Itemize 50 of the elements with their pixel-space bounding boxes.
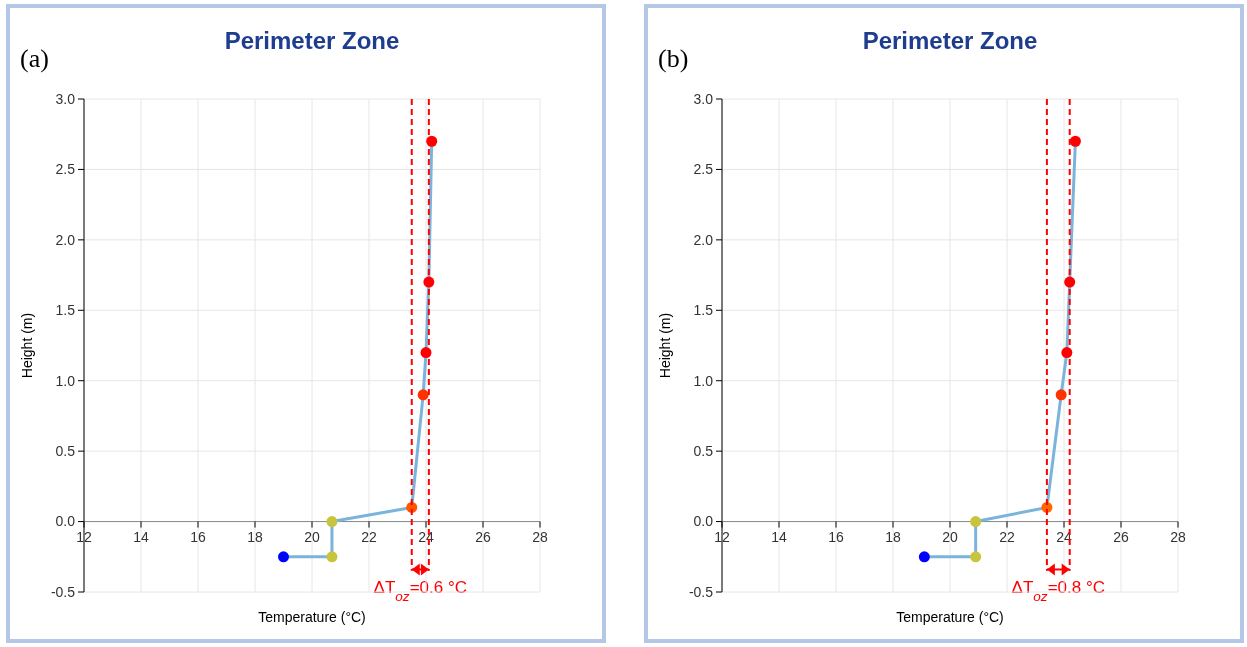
y-tick-label: 1.5 [693,302,714,319]
y-tick-label: 2.5 [55,161,76,178]
x-tick-label: 28 [532,528,548,545]
x-tick-label: 26 [1113,528,1129,545]
x-tick-label: 18 [247,528,263,545]
y-tick-label: 1.5 [55,302,76,319]
y-tick-label: 3.0 [693,90,714,107]
x-tick-label: 24 [418,528,434,545]
x-tick-label: 22 [999,528,1015,545]
x-tick-label: 20 [942,528,958,545]
y-tick-label: 0.0 [55,513,76,530]
point [970,516,982,528]
x-tick-label: 26 [475,528,491,545]
y-axis-title: Height (m) [657,312,673,379]
point [1055,389,1067,401]
x-tick-label: 16 [828,528,844,545]
point [326,551,338,563]
y-tick-label: 0.5 [55,443,76,460]
text: (b) [658,44,689,73]
chart-title: Perimeter Zone [224,27,400,54]
x-tick-label: 16 [190,528,206,545]
x-axis-title: Temperature (°C) [258,609,366,625]
text: (a) [20,44,49,73]
y-tick-label: -0.5 [50,583,76,600]
point [970,551,982,563]
y-tick-label: 1.0 [55,372,76,389]
y-tick-label: -0.5 [688,583,714,600]
y-tick-label: 0.5 [693,443,714,460]
x-tick-label: 28 [1170,528,1186,545]
x-tick-label: 14 [771,528,787,545]
y-axis-title: Height (m) [19,312,35,379]
x-tick-label: 14 [133,528,149,545]
y-tick-label: 2.5 [693,161,714,178]
point [1069,135,1081,147]
y-tick-label: 3.0 [55,90,76,107]
x-tick-label: 20 [304,528,320,545]
x-tick-label: 18 [885,528,901,545]
point [326,516,338,528]
point [918,551,930,563]
annotation: ΔT$_{oz}$=0.8 °C [1011,577,1106,604]
point [278,551,289,563]
y-tick-label: 2.0 [693,231,714,248]
annotation: ΔT$_{oz}$=0.6 °C [373,577,468,604]
x-tick-label: 22 [361,528,377,545]
y-tick-label: 2.0 [55,231,76,248]
x-axis-title: Temperature (°C) [896,609,1004,625]
chart-title: Perimeter Zone [862,27,1038,54]
y-tick-label: 0.0 [693,513,714,530]
point [417,389,429,401]
y-tick-label: 1.0 [693,372,714,389]
